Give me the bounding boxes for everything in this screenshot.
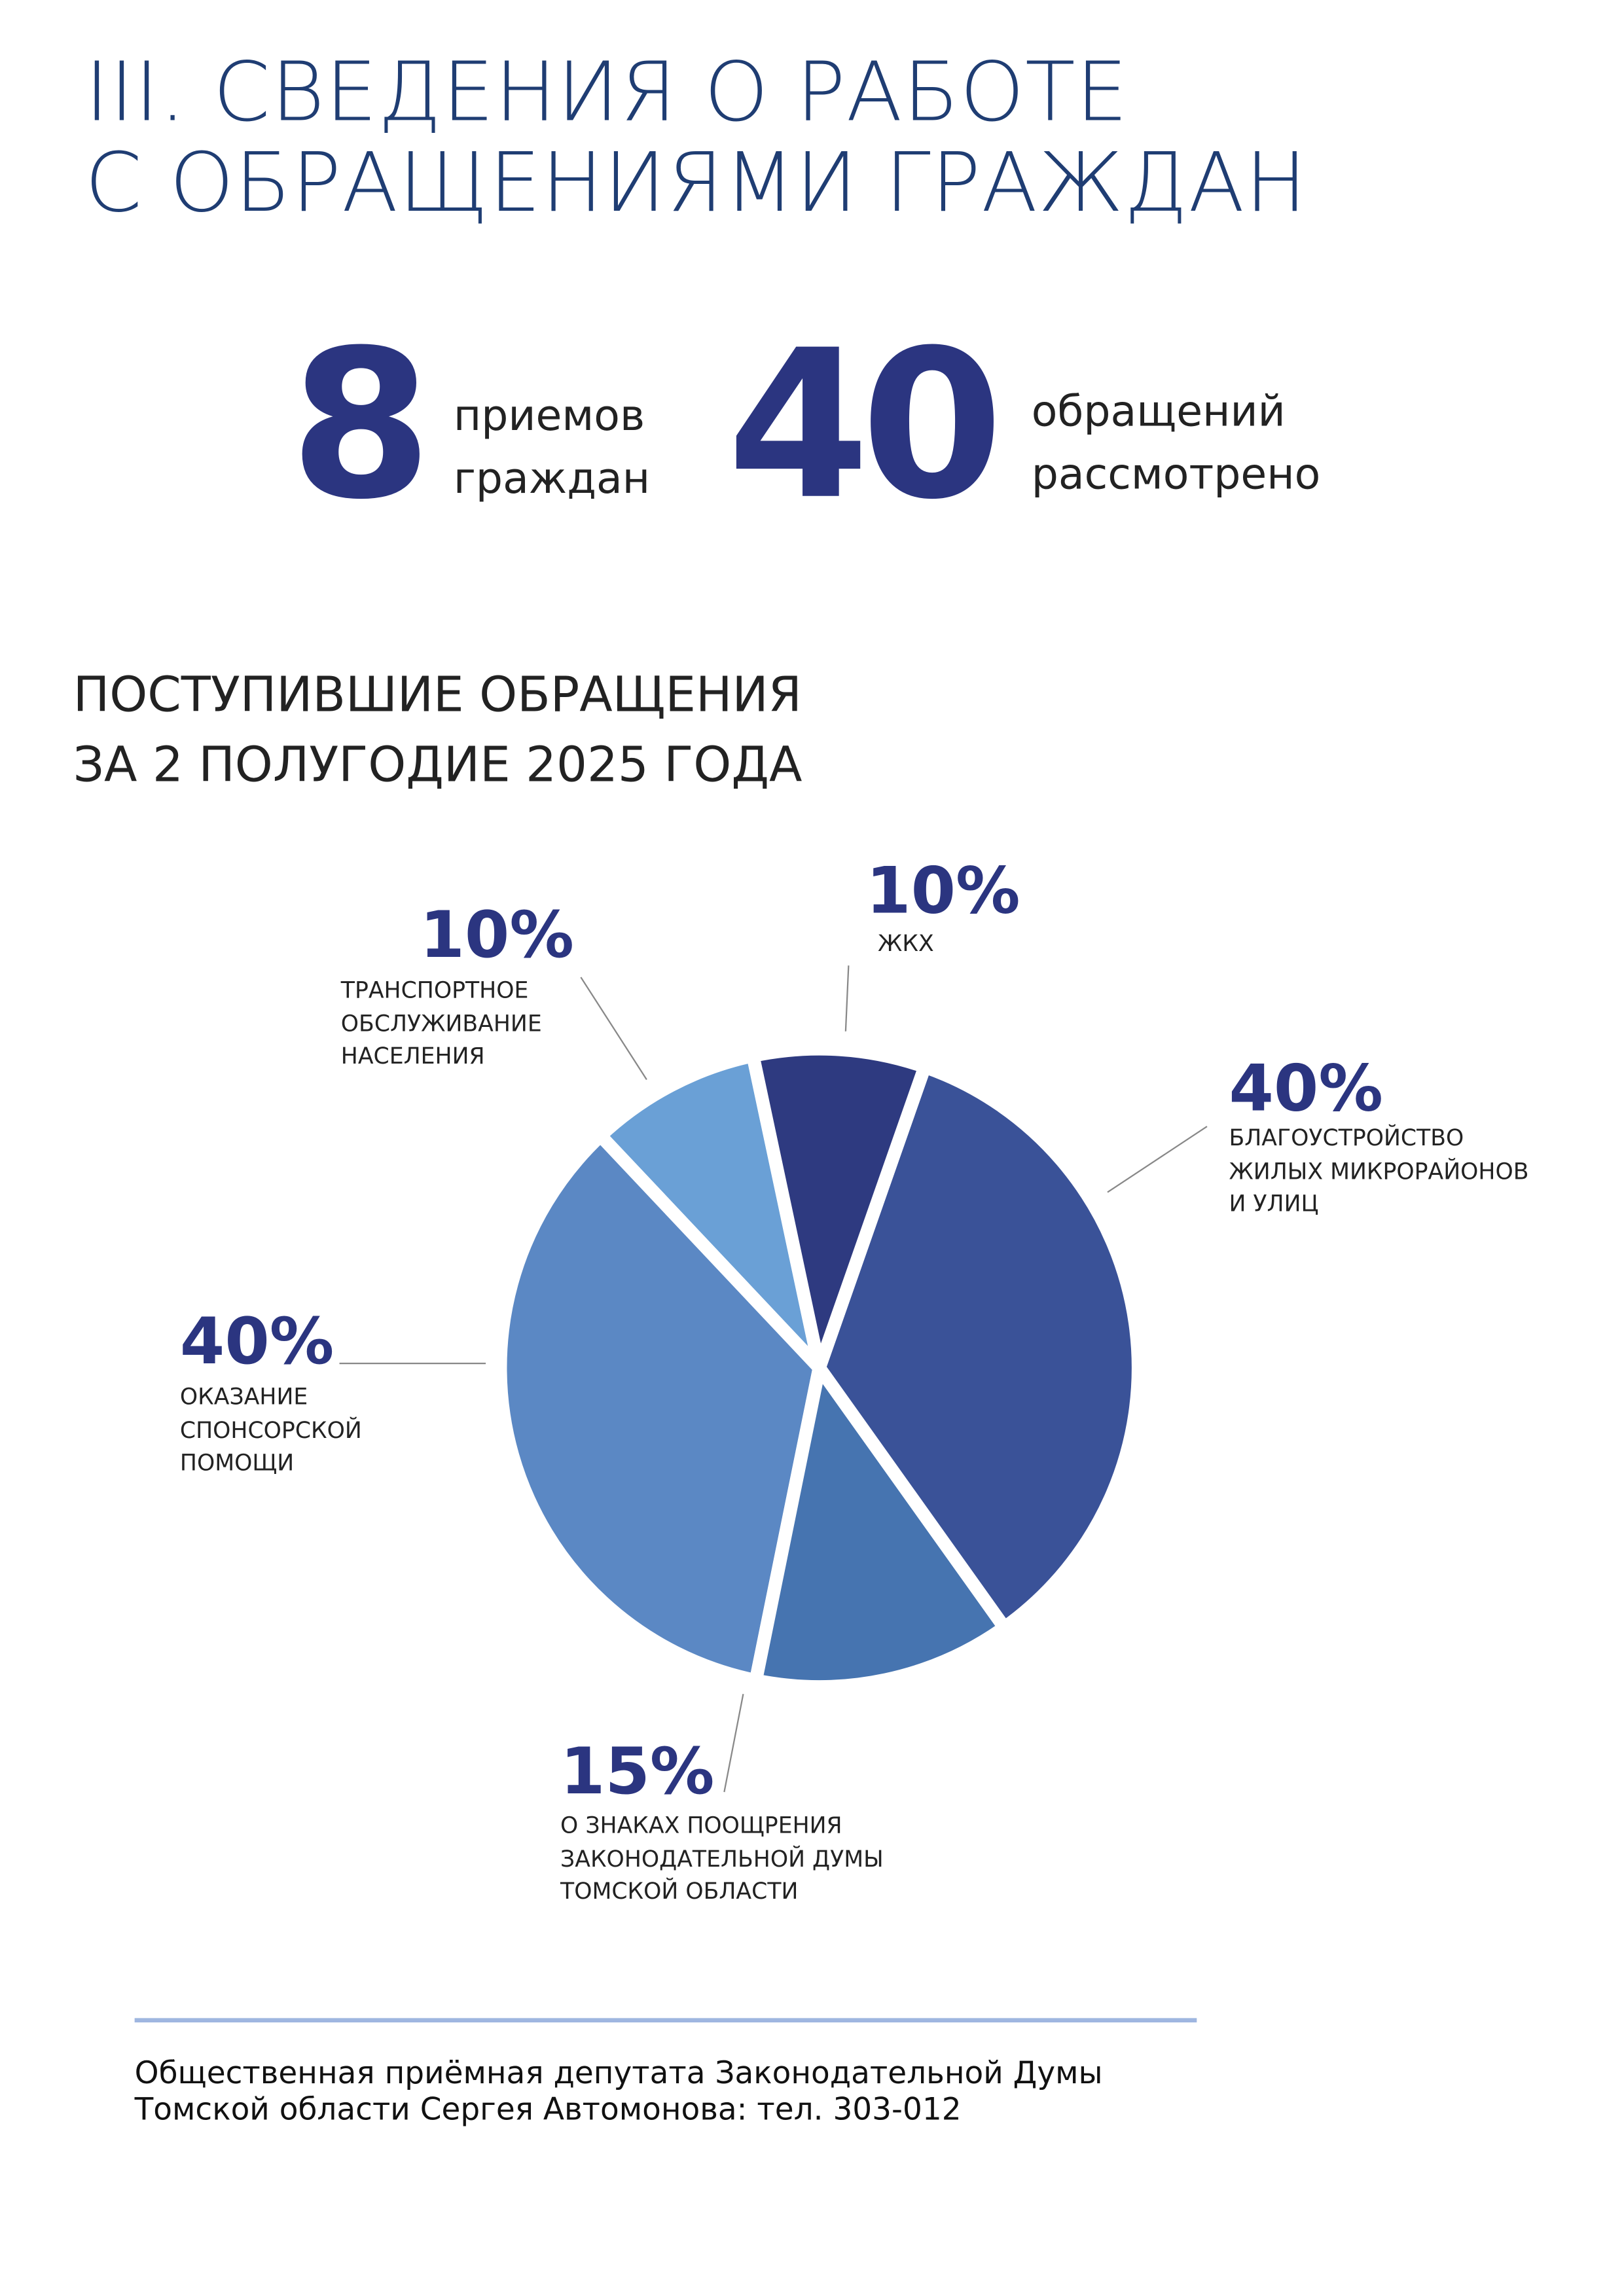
slice-label: ТРАНСПОРТНОЕ ОБСЛУЖИВАНИЕ НАСЕЛЕНИЯ xyxy=(340,977,542,1069)
slice-label: ЖКХ xyxy=(878,930,934,957)
pie-slice xyxy=(749,1361,1011,1694)
leader-line xyxy=(1107,1126,1208,1193)
leader-line xyxy=(844,965,850,1031)
stat-label: обращений рассмотрено xyxy=(1031,386,1321,499)
slice-label: О ЗНАКАХ ПООЩРЕНИЯ ЗАКОНОДАТЕЛЬНОЙ ДУМЫ … xyxy=(560,1812,884,1905)
leader-line xyxy=(723,1694,744,1793)
title-line: III. СВЕДЕНИЯ О РАБОТЕ xyxy=(84,45,1128,141)
title-line: С ОБРАЩЕНИЯМИ ГРАЖДАН xyxy=(84,135,1308,232)
slice-percent: 10% xyxy=(866,854,1020,929)
leader-line xyxy=(580,977,647,1081)
stat-value: 8 xyxy=(289,307,433,546)
pie-slice xyxy=(746,1042,931,1374)
stat-value: 40 xyxy=(727,307,1003,546)
footer-line: Томской области Сергея Автомонова: тел. … xyxy=(134,2092,962,2127)
slice-label: БЛАГОУСТРОЙСТВО ЖИЛЫХ МИКРОРАЙОНОВ И УЛИ… xyxy=(1229,1124,1529,1217)
slice-percent: 15% xyxy=(560,1734,715,1810)
slice-percent: 40% xyxy=(1229,1052,1383,1127)
stat-label: приемов граждан xyxy=(453,390,651,503)
leader-lines xyxy=(339,965,1208,1793)
slice-percent: 40% xyxy=(179,1304,334,1380)
pie-slice xyxy=(494,1129,826,1687)
chart-title-line: ЗА 2 ПОЛУГОДИЕ 2025 ГОДА xyxy=(73,736,803,793)
slice-label: ОКАЗАНИЕ СПОНСОРСКОЙ ПОМОЩИ xyxy=(179,1384,362,1477)
slice-percent: 10% xyxy=(420,898,574,973)
pie-slice xyxy=(812,1060,1145,1634)
footer-line: Общественная приёмная депутата Законодат… xyxy=(134,2055,1103,2090)
chart-title-line: ПОСТУПИВШИЕ ОБРАЩЕНИЯ xyxy=(73,665,802,723)
